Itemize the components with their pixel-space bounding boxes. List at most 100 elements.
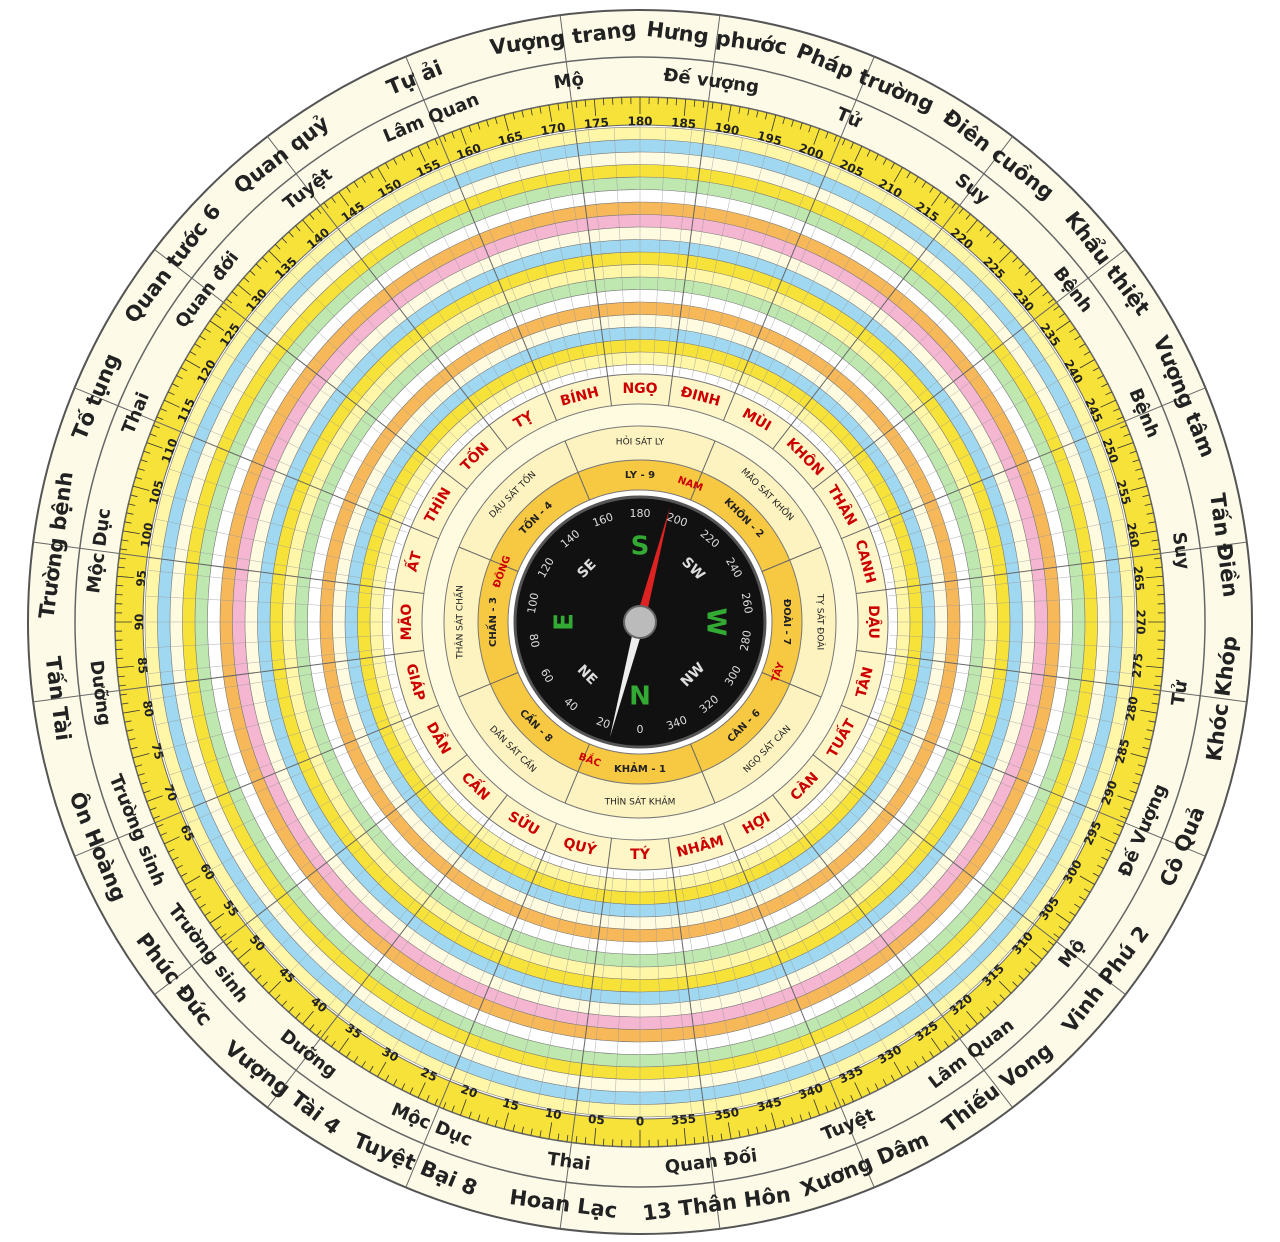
degree-tick [172,856,179,861]
degree-tick [1097,864,1104,869]
degree-tick [813,1099,820,1116]
sector-line [169,468,403,545]
degree-tick [1148,720,1156,723]
degree-tick [199,903,206,909]
degree-tick [992,1000,999,1007]
degree-tick [1113,408,1120,412]
degree-label: 185 [671,115,697,131]
sector-line [559,15,613,406]
degree-tick [393,158,398,165]
sector-line [161,686,399,751]
degree-tick [1097,375,1104,380]
face-degree: 20 [594,715,612,732]
degree-tick [180,872,188,877]
degree-label: 05 [588,1112,606,1127]
degree-tick [874,1083,879,1090]
degree-tick [194,343,201,348]
degree-tick [874,154,879,161]
degree-tick [854,1082,863,1098]
sector-line [255,310,446,465]
sector-line [690,440,716,501]
degree-tick [808,125,812,133]
degree-tick [850,1095,854,1102]
degree-tick [124,720,132,723]
degree-tick [249,270,256,276]
sector-line [877,699,1111,776]
degree-tick [893,1061,903,1077]
sector-line [536,137,589,378]
sector-line [536,866,589,1107]
sector-line [405,823,558,1188]
degree-tick [302,1010,314,1025]
degree-tick [164,399,180,408]
degree-tick [468,125,472,133]
degree-tick [693,99,696,107]
degree-tick [951,202,957,209]
degree-tick [683,1128,687,1146]
degree-tick [944,197,949,204]
needle-south [610,622,645,737]
degree-tick [451,1105,455,1113]
degree-tick [890,1074,895,1082]
degree-tick [377,1061,387,1077]
degree-tick [557,1133,560,1141]
degree-tick [1142,494,1150,498]
degree-label: 260 [1124,522,1142,549]
sector-line [764,838,888,1051]
degree-label: 350 [713,1105,740,1123]
needle-north [635,507,670,622]
degree-tick [140,781,148,785]
face-degree: 80 [527,633,542,649]
degree-tick [288,1006,294,1013]
sector-line [145,634,391,649]
degree-tick [1120,424,1127,429]
degree-tick [1152,548,1160,551]
degree-tick [999,244,1005,250]
degree-tick [842,138,846,146]
mountain-label: DẬU [865,605,883,639]
degree-tick [417,146,426,162]
sector-line [877,468,1111,545]
degree-tick [180,367,188,372]
sector-line [458,672,519,698]
degree-tick [914,176,919,183]
sector-line [308,807,473,990]
sector-line [691,137,744,378]
degree-tick [1101,383,1108,388]
degree-tick [316,208,322,215]
sector-line [177,444,407,533]
needle-pivot [623,605,657,639]
degree-tick [143,790,151,794]
degree-tick [593,1128,597,1146]
degree-label: 90 [133,614,147,631]
degree-tick [255,263,262,270]
degree-tick [813,128,820,145]
sector-line [289,798,464,973]
degree-tick [1100,836,1116,845]
sector-line [775,831,910,1038]
degree-tick [1069,911,1076,916]
degree-tick [1142,746,1150,750]
sector-line [74,704,439,857]
degree-tick [1079,896,1086,901]
sector-line [841,704,1206,857]
sector-line [239,768,438,914]
sector-line [761,546,822,572]
degree-tick [1154,557,1162,560]
degree-tick [126,512,134,515]
degree-tick [965,1024,971,1031]
degree-tick [117,566,125,569]
degree-tick [966,1010,978,1025]
degree-tick [1155,675,1163,678]
trigram-label: CHẤN - 3 [484,597,499,647]
degree-tick [156,824,164,828]
degree-tick [281,1000,288,1007]
sector-line [308,254,473,437]
degree-tick [426,1095,430,1102]
degree-tick [460,128,467,145]
sector-line [198,735,418,847]
degree-tick [1116,416,1124,420]
sector-line [328,237,483,428]
degree-tick [1024,968,1031,974]
degree-tick [1012,981,1018,987]
